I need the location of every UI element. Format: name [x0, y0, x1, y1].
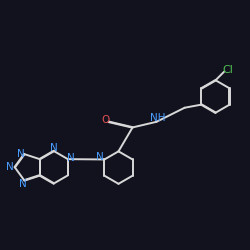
Text: O: O [101, 116, 110, 126]
Text: Cl: Cl [223, 64, 234, 74]
Text: N: N [17, 149, 25, 159]
Text: N: N [50, 143, 58, 153]
Text: N: N [19, 179, 27, 189]
Text: N: N [96, 152, 104, 162]
Text: NH: NH [150, 114, 166, 124]
Text: N: N [6, 162, 14, 172]
Text: N: N [67, 153, 75, 163]
